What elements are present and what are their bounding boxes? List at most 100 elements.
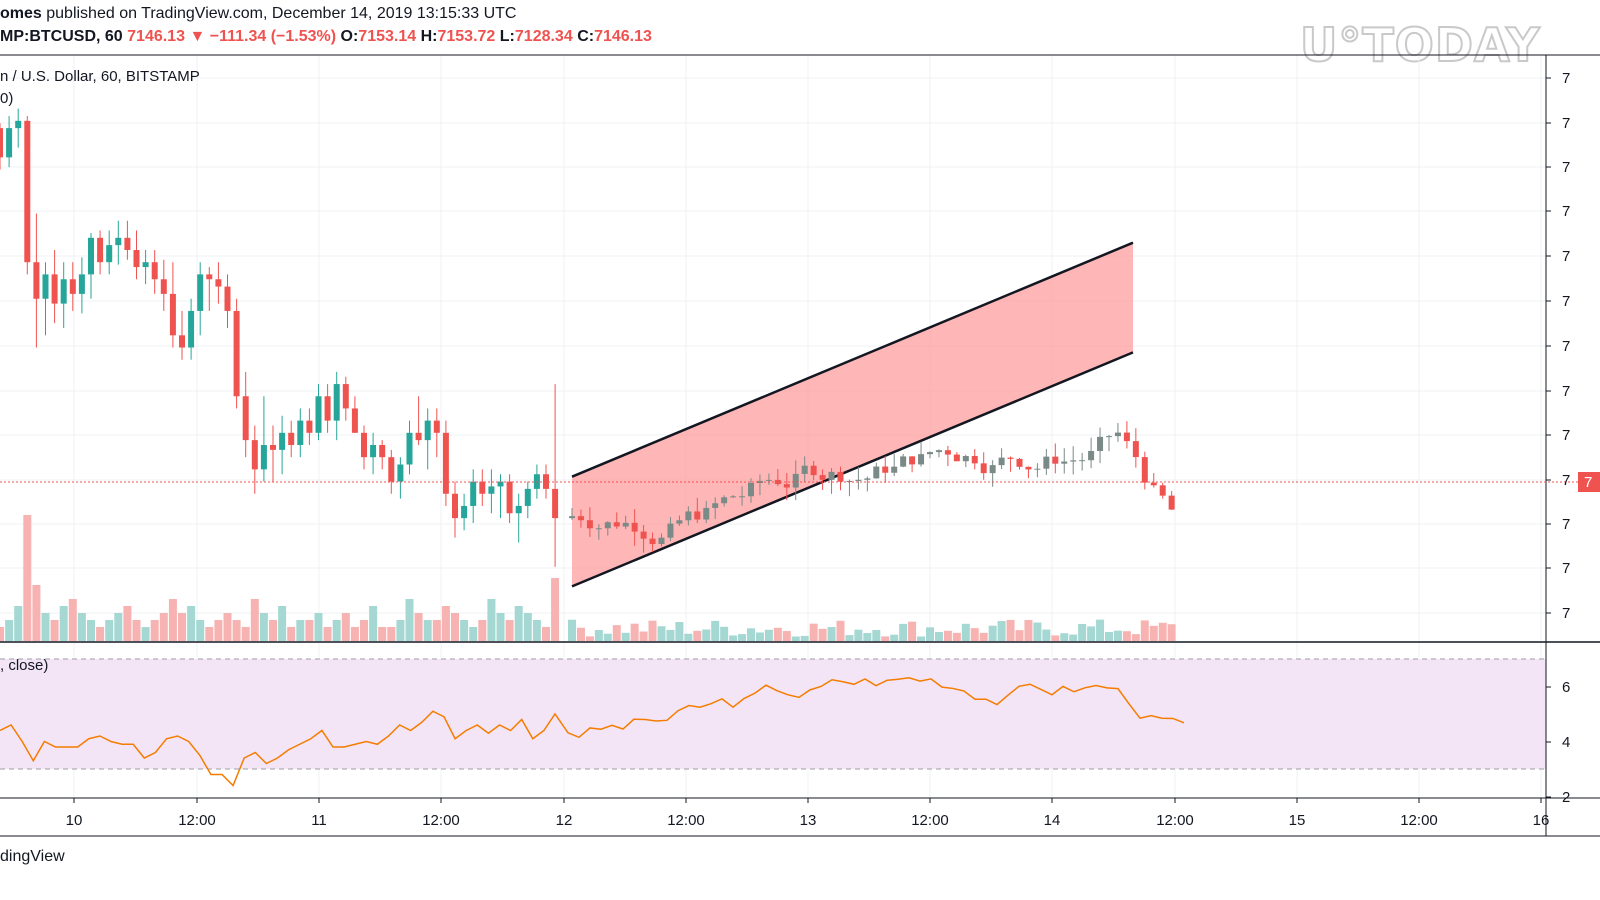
volume-bar-3	[23, 515, 32, 641]
time-tick-label-2: 11	[311, 812, 327, 829]
candle-body-c5	[613, 522, 620, 527]
candle-body-c24	[783, 484, 790, 488]
volume-bar-c19	[738, 634, 747, 641]
candle-body-c65	[1150, 482, 1157, 486]
candle-body-54	[488, 486, 495, 494]
volume-bar-41	[369, 606, 378, 641]
main-pane-legend: n / U.S. Dollar, 60, BITSTAMP	[0, 68, 200, 85]
volume-bar-46	[414, 613, 423, 641]
volume-bar-58	[523, 613, 532, 641]
candle-body-c32	[855, 479, 862, 481]
volume-bar-8	[68, 599, 77, 641]
candle-body-25	[224, 286, 231, 311]
candle-body-c44	[962, 456, 969, 462]
candle-body-c14	[694, 511, 701, 520]
candle-body-c10	[658, 537, 665, 545]
volume-bar-c32	[854, 629, 863, 641]
candle-body-33	[297, 420, 304, 445]
price-tick-label-4: 7	[1562, 248, 1570, 265]
candle-body-c17	[721, 497, 728, 504]
rsi-axis: 6 4 2	[1546, 679, 1570, 806]
volume-bar-1	[5, 620, 14, 641]
candle-body-27	[242, 396, 249, 441]
ohlc-legend: MP:BTCUSD, 60 7146.13 ▼ −111.34 (−1.53%)…	[0, 28, 652, 46]
volume-bar-29	[259, 613, 268, 641]
symbol-label: MP:BTCUSD, 60	[0, 28, 123, 45]
candle-body-c35	[882, 466, 889, 473]
utoday-logo: U°TODAY	[1299, 17, 1541, 73]
close-label: C:	[577, 28, 595, 45]
volume-bar-c22	[764, 629, 773, 641]
volume-bar-c40	[926, 627, 934, 641]
volume-bar-c8	[639, 631, 648, 641]
candle-body-c41	[935, 450, 942, 453]
current-price-label: 7	[1584, 474, 1592, 491]
candle-body-50	[452, 493, 458, 519]
volume-bar-56	[505, 620, 514, 641]
candle-body-6	[51, 274, 58, 304]
price-tick-label-8: 7	[1562, 427, 1570, 444]
volume-bar-c17	[720, 626, 729, 641]
volume-bar-c45	[970, 628, 979, 641]
current-price-tag	[1578, 472, 1600, 492]
candle-body-58	[524, 488, 531, 506]
candle-body-c67	[1168, 495, 1175, 510]
candle-body-7	[60, 279, 67, 304]
price-tick-label-5: 7	[1562, 293, 1570, 310]
time-tick-label-3: 12:00	[422, 812, 460, 829]
volume-bar-c49	[1006, 619, 1015, 641]
candle-body-c7	[631, 522, 638, 532]
volume-bar-16	[141, 627, 150, 641]
candle-body-c51	[1025, 466, 1032, 470]
volume-bar-24	[214, 620, 223, 641]
volume-bar-c58	[1087, 626, 1096, 641]
candle-body-52	[470, 481, 477, 506]
volume-bar-23	[205, 627, 214, 641]
volume-bar-c66	[1158, 622, 1167, 641]
price-tick-label-9: 7	[1562, 472, 1570, 489]
channel-lower-line	[571, 351, 1134, 588]
volume-bar-c9	[648, 620, 657, 641]
candle-body-c1	[577, 516, 584, 521]
candle-body-c42	[944, 450, 951, 455]
candle-body-23	[206, 274, 213, 280]
candle-body-24	[215, 279, 222, 287]
candle-body-35	[315, 396, 322, 433]
candle-body-c11	[667, 523, 674, 538]
volume-bar-c46	[979, 632, 988, 641]
volume-bar-c67	[1167, 624, 1176, 641]
volume-bar-c0	[568, 619, 576, 641]
volume-bar-c28	[818, 628, 827, 641]
volume-bar-c29	[827, 627, 836, 641]
volume-bar-60	[542, 627, 550, 641]
volume-bar-c39	[917, 636, 926, 641]
candle-body-56	[506, 481, 513, 514]
candle-body-c27	[810, 465, 817, 476]
channel-upper-line	[571, 241, 1134, 478]
candle-body-c20	[748, 482, 754, 497]
volume-bar-48	[432, 620, 441, 641]
time-tick-label-7: 12:00	[911, 812, 949, 829]
volume-bar-2	[14, 606, 23, 641]
volume-bar-27	[241, 627, 250, 641]
volume-bar-c63	[1131, 634, 1140, 641]
candle-body-c25	[792, 473, 799, 488]
low-label: L:	[499, 28, 515, 45]
candle-body-c59	[1097, 436, 1104, 452]
volume-bar-19	[168, 599, 177, 641]
rsi-band-lines	[0, 658, 1546, 770]
volume-bar-28	[250, 599, 259, 641]
volume-bar-c4	[603, 633, 612, 641]
volume-bar-39	[350, 627, 359, 641]
candle-body-c15	[703, 507, 710, 520]
volume-bar-c25	[791, 636, 800, 641]
volume-bar-47	[423, 620, 432, 641]
candle-body-20	[179, 335, 185, 348]
candle-body-2	[15, 120, 22, 129]
volume-bar-c48	[997, 621, 1006, 641]
candle-body-c56	[1070, 460, 1077, 462]
candle-body-10	[88, 237, 94, 275]
volume-bar-c5	[612, 625, 621, 641]
volume-bar-51	[460, 620, 469, 641]
